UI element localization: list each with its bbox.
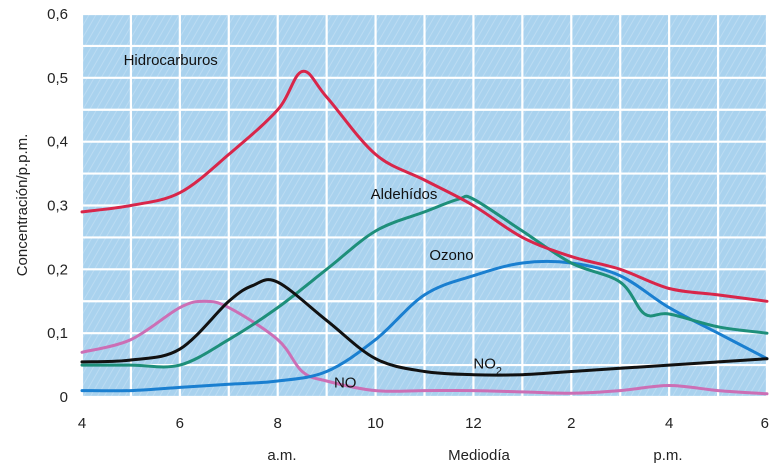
series-label: NO2 bbox=[473, 355, 502, 377]
x-axis-pm-label: p.m. bbox=[653, 447, 682, 464]
y-tick-label: 0,5 bbox=[47, 70, 68, 87]
x-tick-label: 4 bbox=[78, 415, 86, 432]
series-layer bbox=[80, 69, 769, 396]
series-label-subscript: 2 bbox=[496, 365, 502, 377]
y-tick-label: 0,2 bbox=[47, 261, 68, 278]
x-tick-label: 6 bbox=[176, 415, 184, 432]
y-tick-label: 0,1 bbox=[47, 325, 68, 342]
x-axis-am-label: a.m. bbox=[267, 447, 296, 464]
y-tick-label: 0,3 bbox=[47, 198, 68, 215]
y-tick-label: 0,6 bbox=[47, 6, 68, 23]
series-line-ozono bbox=[80, 259, 769, 393]
x-tick-label: 8 bbox=[274, 415, 282, 432]
x-tick-label: 4 bbox=[665, 415, 673, 432]
series-label: Aldehídos bbox=[371, 186, 438, 203]
y-tick-label: 0,4 bbox=[47, 134, 68, 151]
series-line-no bbox=[80, 278, 769, 377]
y-axis-title: Concentración/p.p.m. bbox=[14, 134, 31, 277]
series-label: Hidrocarburos bbox=[124, 52, 218, 69]
y-tick-labels: 0 0,1 0,2 0,3 0,4 0,5 0,6 bbox=[47, 6, 68, 406]
x-tick-labels: 4 6 8 10 12 2 4 6 bbox=[78, 415, 769, 432]
x-tick-label: 6 bbox=[761, 415, 769, 432]
series-line-no bbox=[80, 299, 769, 396]
x-tick-label: 12 bbox=[465, 415, 482, 432]
series-label: Ozono bbox=[429, 247, 473, 264]
series-label: NO bbox=[334, 374, 357, 391]
series-line-hidrocarburos bbox=[80, 69, 769, 303]
x-tick-label: 2 bbox=[567, 415, 575, 432]
x-tick-label: 10 bbox=[367, 415, 384, 432]
y-tick-label: 0 bbox=[60, 389, 68, 406]
x-axis-title: Mediodía bbox=[448, 447, 510, 464]
series-labels: Hidrocarburos Aldehídos Ozono NO NO2 bbox=[124, 52, 502, 391]
